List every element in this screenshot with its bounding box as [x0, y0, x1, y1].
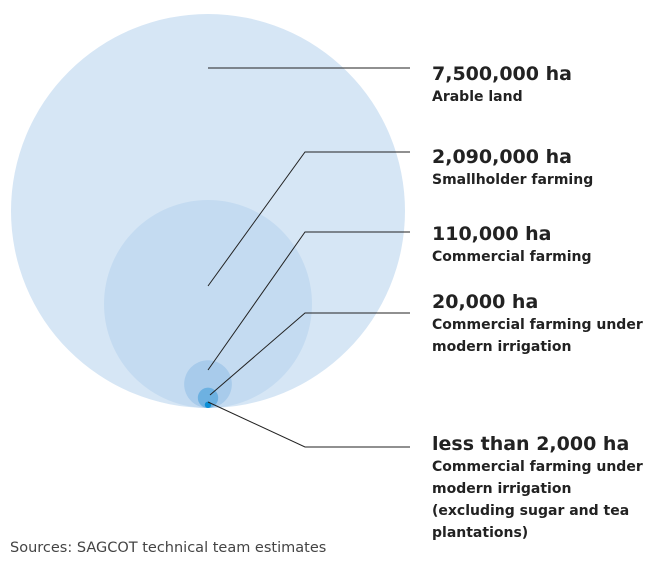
label-block: 20,000 ha Commercial farming under modern… [432, 290, 647, 358]
label-block: 7,500,000 ha Arable land [432, 62, 647, 108]
value-label: 7,500,000 ha [432, 63, 572, 85]
source-note: Sources: SAGCOT technical team estimates [10, 540, 327, 556]
category-label: Commercial farming [432, 249, 592, 265]
leader-line [207, 401, 410, 448]
value-label: less than 2,000 ha [432, 433, 630, 455]
category-label: Arable land [432, 89, 523, 105]
value-label: 110,000 ha [432, 223, 552, 245]
label-block: less than 2,000 ha Commercial farming und… [432, 432, 647, 544]
category-label: Smallholder farming [432, 172, 594, 188]
category-label: Commercial farming under modern irrigati… [432, 317, 643, 355]
leader-line [207, 231, 410, 371]
leader-line [209, 312, 410, 396]
category-label: Commercial farming under modern irrigati… [432, 459, 643, 541]
leader-line [207, 151, 410, 287]
bubble [104, 200, 312, 408]
value-label: 2,090,000 ha [432, 146, 572, 168]
label-block: 2,090,000 ha Smallholder farming [432, 145, 647, 191]
value-label: 20,000 ha [432, 291, 539, 313]
bubble [184, 360, 232, 408]
label-block: 110,000 ha Commercial farming [432, 222, 647, 268]
